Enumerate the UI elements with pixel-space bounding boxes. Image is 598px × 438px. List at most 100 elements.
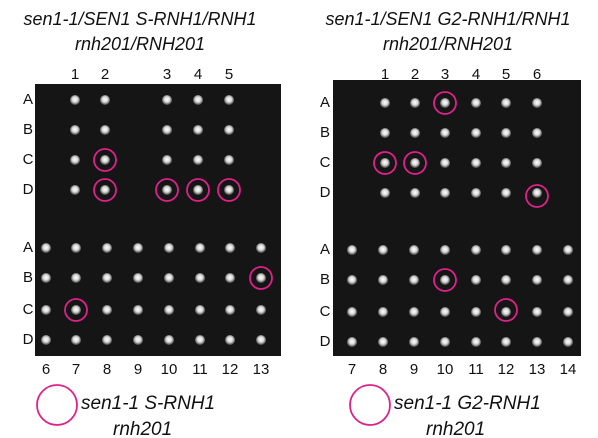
column-label: 4 xyxy=(472,66,480,83)
panel-title: sen1-1/SEN1 S-RNH1/RNH1 xyxy=(23,9,256,29)
column-label: 12 xyxy=(498,361,515,378)
row-label: D xyxy=(23,181,34,198)
row-label: D xyxy=(320,184,331,201)
column-label: 10 xyxy=(161,361,178,378)
colony xyxy=(380,98,390,108)
legend-text: rnh201 xyxy=(426,419,485,438)
colony xyxy=(71,335,81,345)
row-label: A xyxy=(320,241,330,258)
colony xyxy=(532,307,542,317)
colony xyxy=(102,243,112,253)
column-label: 5 xyxy=(502,66,510,83)
colony xyxy=(501,188,511,198)
column-label: 13 xyxy=(253,361,270,378)
colony xyxy=(471,307,481,317)
colony xyxy=(471,245,481,255)
colony xyxy=(70,185,80,195)
colony xyxy=(378,245,388,255)
colony xyxy=(380,128,390,138)
legend-text: sen1-1 S-RNH1 xyxy=(81,393,215,414)
colony xyxy=(532,337,542,347)
colony xyxy=(440,188,450,198)
colony xyxy=(501,337,511,347)
colony xyxy=(195,305,205,315)
colony xyxy=(256,335,266,345)
row-label: B xyxy=(23,121,33,138)
colony xyxy=(193,185,203,195)
colony xyxy=(409,275,419,285)
row-label: A xyxy=(23,239,33,256)
column-label: 11 xyxy=(468,361,484,378)
colony xyxy=(224,185,234,195)
colony xyxy=(133,273,143,283)
colony xyxy=(100,155,110,165)
colony xyxy=(440,307,450,317)
colony xyxy=(440,245,450,255)
column-label: 1 xyxy=(71,66,79,83)
colony xyxy=(440,275,450,285)
colony xyxy=(347,307,357,317)
colony xyxy=(225,273,235,283)
column-label: 13 xyxy=(529,361,546,378)
colony xyxy=(195,335,205,345)
row-label: C xyxy=(320,303,331,320)
colony xyxy=(102,305,112,315)
column-label: 3 xyxy=(441,66,449,83)
colony xyxy=(563,245,573,255)
colony xyxy=(133,243,143,253)
plate xyxy=(35,84,281,356)
colony xyxy=(195,273,205,283)
row-label: D xyxy=(23,331,34,348)
row-label: C xyxy=(23,151,34,168)
figure: sen1-1/SEN1 S-RNH1/RNH1rnh201/RNH2011234… xyxy=(0,0,598,438)
row-label: D xyxy=(320,333,331,350)
colony xyxy=(532,275,542,285)
panel-title: sen1-1/SEN1 G2-RNH1/RNH1 xyxy=(325,9,570,29)
column-label: 2 xyxy=(101,66,109,83)
row-label: C xyxy=(23,301,34,318)
colony xyxy=(224,95,234,105)
column-label: 9 xyxy=(410,361,418,378)
column-label: 6 xyxy=(533,66,541,83)
legend-circle xyxy=(350,385,390,425)
colony xyxy=(41,273,51,283)
colony xyxy=(100,185,110,195)
colony xyxy=(225,335,235,345)
column-label: 14 xyxy=(560,361,577,378)
colony xyxy=(256,243,266,253)
colony xyxy=(409,245,419,255)
colony xyxy=(102,273,112,283)
colony xyxy=(440,158,450,168)
colony xyxy=(532,158,542,168)
colony xyxy=(471,98,481,108)
column-label: 5 xyxy=(225,66,233,83)
column-label: 3 xyxy=(163,66,171,83)
colony xyxy=(501,98,511,108)
colony xyxy=(347,245,357,255)
column-label: 7 xyxy=(72,361,80,378)
colony xyxy=(563,337,573,347)
colony xyxy=(501,275,511,285)
colony xyxy=(501,245,511,255)
colony xyxy=(563,275,573,285)
colony xyxy=(41,335,51,345)
colony xyxy=(563,307,573,317)
panel-title: rnh201/RNH201 xyxy=(75,34,205,54)
panel-title: rnh201/RNH201 xyxy=(383,34,513,54)
colony xyxy=(410,98,420,108)
colony xyxy=(256,273,266,283)
colony xyxy=(471,188,481,198)
row-label: A xyxy=(320,94,330,111)
colony xyxy=(100,95,110,105)
colony xyxy=(195,243,205,253)
column-label: 9 xyxy=(134,361,142,378)
column-label: 4 xyxy=(194,66,202,83)
colony xyxy=(440,128,450,138)
colony xyxy=(164,273,174,283)
colony xyxy=(70,95,80,105)
row-label: A xyxy=(23,91,33,108)
colony xyxy=(193,125,203,135)
colony xyxy=(164,243,174,253)
legend-text: sen1-1 G2-RNH1 xyxy=(394,393,541,414)
colony xyxy=(410,188,420,198)
